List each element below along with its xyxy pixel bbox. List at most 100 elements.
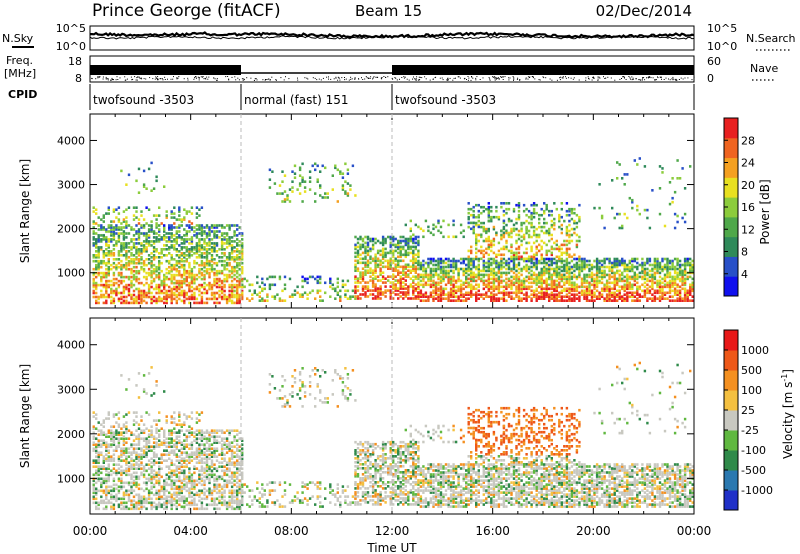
- nave-dot: [519, 79, 521, 81]
- ytick-label-1-2: 3000: [57, 383, 85, 396]
- nave-dot: [592, 77, 594, 79]
- nave-dot: [494, 78, 496, 80]
- noise-right-label: N.Search: [746, 32, 796, 45]
- nave-dot: [241, 78, 243, 80]
- nave-dot: [572, 78, 574, 80]
- nave-dot: [452, 79, 454, 81]
- velocity-colorbar-tick-0: 1000: [741, 344, 769, 357]
- nave-dot: [380, 77, 382, 79]
- nave-dot: [447, 79, 449, 81]
- nave-dot: [228, 78, 230, 80]
- nave-dot: [213, 77, 215, 79]
- nave-dot: [632, 78, 634, 80]
- nave-dot: [375, 76, 377, 78]
- nave-dot: [549, 78, 551, 80]
- nave-dot: [669, 79, 671, 81]
- nave-dot: [475, 79, 477, 81]
- velocity-colorbar-tick-7: -1000: [741, 484, 773, 497]
- nave-dot: [466, 79, 467, 80]
- nave-dot: [107, 79, 109, 81]
- power-colorbar-swatch: [724, 197, 738, 218]
- velocity-colorbar: 1000 500 100 25 -25 -100 -500 -1000: [723, 329, 773, 511]
- nave-dot: [578, 79, 580, 81]
- nave-dot: [162, 79, 164, 81]
- nave-dot: [502, 76, 504, 78]
- ytick-label-0-1: 2000: [57, 223, 85, 236]
- nave-dot: [568, 77, 570, 79]
- freq-bar-0: [90, 65, 241, 75]
- nave-dot: [237, 77, 239, 79]
- nave-dot: [335, 76, 337, 78]
- nave-dot: [145, 78, 147, 80]
- freq-left-label-1: Freq.: [6, 54, 33, 67]
- ytick-label-1-1: 2000: [57, 428, 85, 441]
- nave-dot: [113, 79, 114, 81]
- nave-dot: [561, 77, 563, 79]
- nave-dot: [442, 79, 444, 81]
- nave-dot: [495, 78, 497, 80]
- nave-dot: [560, 76, 562, 78]
- nave-dot: [680, 77, 682, 79]
- nave-dot: [253, 80, 255, 81]
- nave-dot: [655, 79, 657, 81]
- nave-dot: [106, 78, 108, 80]
- nave-dot: [605, 77, 607, 79]
- ytick-label-0-2: 3000: [57, 179, 85, 192]
- nave-dot: [593, 76, 594, 78]
- nave-dot: [467, 76, 469, 77]
- nave-dot: [154, 78, 156, 80]
- nave-dot: [177, 77, 179, 79]
- date-title: 02/Dec/2014: [596, 2, 692, 20]
- nave-dot: [675, 79, 677, 81]
- xtick-label-1: 04:00: [173, 524, 208, 538]
- nave-dot: [665, 77, 667, 79]
- nave-dot: [183, 78, 185, 80]
- nave-dot: [159, 78, 161, 80]
- nave-dot: [134, 76, 136, 78]
- nave-dot: [516, 78, 518, 80]
- nave-dot: [157, 76, 159, 78]
- nave-dot: [194, 76, 196, 78]
- nave-dot: [206, 76, 208, 78]
- nave-dot: [471, 76, 473, 78]
- nave-dot: [152, 78, 154, 80]
- nave-dot: [459, 77, 461, 79]
- velocity-colorbar-label: Velocity [m s-1]: [780, 369, 795, 459]
- nave-dot: [225, 76, 227, 78]
- nave-dot: [604, 78, 606, 79]
- nave-dot: [395, 77, 397, 79]
- nave-dot: [392, 78, 394, 80]
- power-heatmap: [92, 157, 694, 305]
- nave-dot: [262, 79, 264, 81]
- nave-dot: [494, 79, 496, 81]
- time-axis: 00:00 04:00 08:00 12:00 16:00 20:00 00:00: [73, 524, 712, 538]
- nave-dot: [470, 79, 472, 81]
- velocity-colorbar-swatch: [724, 410, 738, 431]
- nave-dot: [297, 79, 299, 81]
- nave-dot: [652, 77, 654, 79]
- nave-dot: [283, 79, 285, 81]
- nave-dot: [435, 76, 437, 78]
- nave-dot: [565, 76, 566, 78]
- power-colorbar-tick-6: 4: [741, 268, 748, 281]
- power-colorbar-label: Power [dB]: [758, 179, 772, 244]
- nave-dot: [98, 76, 100, 78]
- nave-dot: [178, 76, 180, 78]
- nave-dot: [243, 78, 245, 80]
- nave-dot: [513, 79, 514, 81]
- nave-dot: [642, 77, 644, 79]
- nave-dot: [493, 77, 495, 78]
- nave-dot: [603, 76, 604, 78]
- nave-dot: [243, 79, 245, 81]
- nave-dot: [513, 78, 515, 80]
- nave-dot: [496, 77, 498, 79]
- nave-dot: [629, 77, 631, 79]
- nave-dot: [195, 76, 197, 78]
- nave-dot: [441, 77, 443, 79]
- nave-dot: [646, 77, 647, 79]
- nave-dot: [242, 79, 244, 81]
- nave-dot: [532, 77, 534, 79]
- freq-bars: [90, 65, 694, 75]
- nave-dot: [307, 78, 309, 80]
